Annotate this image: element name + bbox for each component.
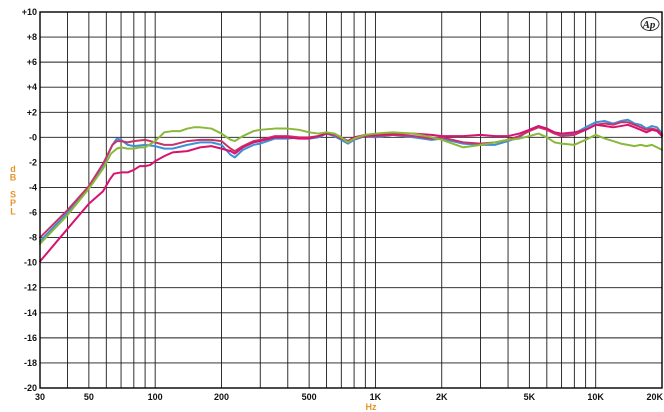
y-tick-labels: +10 +8 +6 +4 +2 -0 -2 -4 -6 -8 -10 -12 -14 -16 -18 -20 [22,7,37,393]
y-tick-label: -2 [29,157,37,167]
response-curve-4 [39,126,663,245]
x-tick-label: 500 [302,392,317,402]
x-tick-label: 30 [35,392,45,402]
logo-ring [640,17,660,31]
y-axis-label-char: d [10,164,16,174]
x-tick-labels: 30 50 100 200 500 1K 2K 5K 10K 20K [35,392,664,402]
y-tick-label: -8 [29,233,37,243]
y-tick-label: -18 [24,358,37,368]
audio-precision-logo: Ap [640,17,660,31]
y-tick-label: +8 [27,32,37,42]
y-tick-label: -20 [24,383,37,393]
y-tick-label: +10 [22,7,37,17]
y-tick-label: -4 [29,182,37,192]
y-tick-label: -0 [29,132,37,142]
x-axis-label: Hz [366,402,377,412]
x-tick-label: 200 [214,392,229,402]
x-tick-label: 20K [646,392,663,402]
y-tick-label: -16 [24,333,37,343]
grid-lines [40,12,662,388]
y-tick-label: -6 [29,208,37,218]
x-tick-label: 10K [587,392,604,402]
y-tick-label: -10 [24,258,37,268]
x-tick-label: 100 [148,392,163,402]
y-tick-label: +4 [27,82,37,92]
x-tick-label: 2K [436,392,448,402]
x-tick-label: 5K [524,392,536,402]
response-curves [39,118,663,263]
logo-text: Ap [642,19,656,31]
y-axis-label-char: P [10,198,16,208]
y-tick-label: -12 [24,283,37,293]
y-tick-label: +6 [27,57,37,67]
response-curve-1 [39,118,663,243]
x-tick-label: 1K [370,392,382,402]
y-axis-label-char: B [10,173,17,183]
y-tick-label: -14 [24,308,37,318]
x-tick-label: 50 [84,392,94,402]
y-axis-label-char: S [10,190,16,200]
y-tick-label: +2 [27,107,37,117]
y-axis-label-char: L [10,207,16,217]
plot-frame [39,11,663,389]
